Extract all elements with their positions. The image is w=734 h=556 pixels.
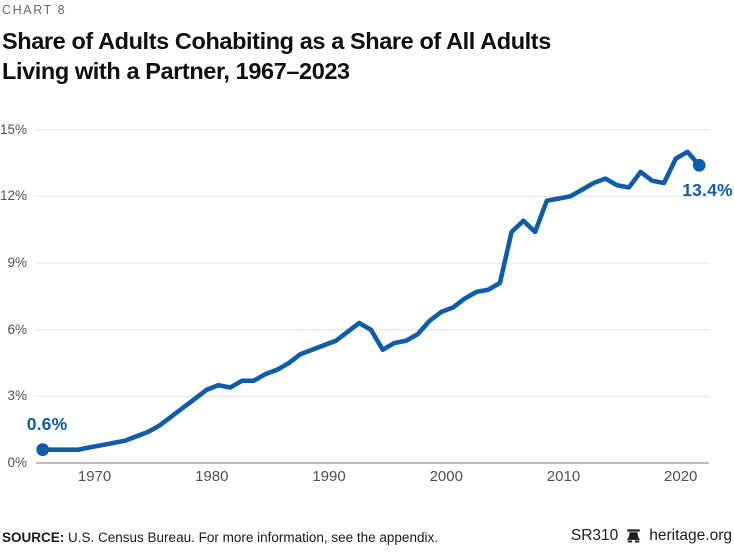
y-axis-tick-label: 3% [7, 388, 27, 404]
site-url: heritage.org [649, 527, 732, 544]
y-axis-tick-label: 0% [7, 455, 27, 470]
y-axis-tick-label: 9% [7, 255, 27, 271]
report-id: SR310 [570, 527, 619, 544]
x-axis-tick-label: 2020 [664, 468, 698, 485]
x-axis-tick-label: 2000 [429, 468, 463, 485]
end-point-marker [692, 158, 706, 172]
chart-title-line2: Living with a Partner, 1967–2023 [2, 58, 350, 84]
x-axis-tick-label: 1980 [195, 468, 229, 485]
y-axis-tick-label: 6% [7, 321, 27, 337]
y-axis-tick-label: 12% [0, 188, 28, 204]
x-axis-tick-label: 1970 [77, 468, 112, 485]
x-axis-tick-label: 1990 [312, 468, 346, 485]
data-line [40, 149, 702, 453]
chart-title-line1: Share of Adults Cohabiting as a Share of… [2, 28, 551, 54]
heritage-bell-icon [626, 529, 641, 543]
source-note: SOURCE: U.S. Census Bureau. For more inf… [2, 530, 438, 545]
start-value-label: 0.6% [26, 413, 68, 434]
source-text: U.S. Census Bureau. For more information… [64, 530, 438, 545]
chart-title: Share of Adults Cohabiting as a Share of… [2, 26, 551, 86]
chart-number-eyebrow: CHART 8 [2, 3, 67, 17]
x-axis-tick-label: 2010 [546, 468, 581, 485]
footer-branding: SR310 heritage.org [571, 527, 732, 545]
source-label: SOURCE: [2, 530, 65, 545]
y-axis-tick-label: 15% [0, 121, 28, 137]
start-point-marker [36, 443, 50, 457]
end-value-label: 13.4% [682, 180, 733, 201]
